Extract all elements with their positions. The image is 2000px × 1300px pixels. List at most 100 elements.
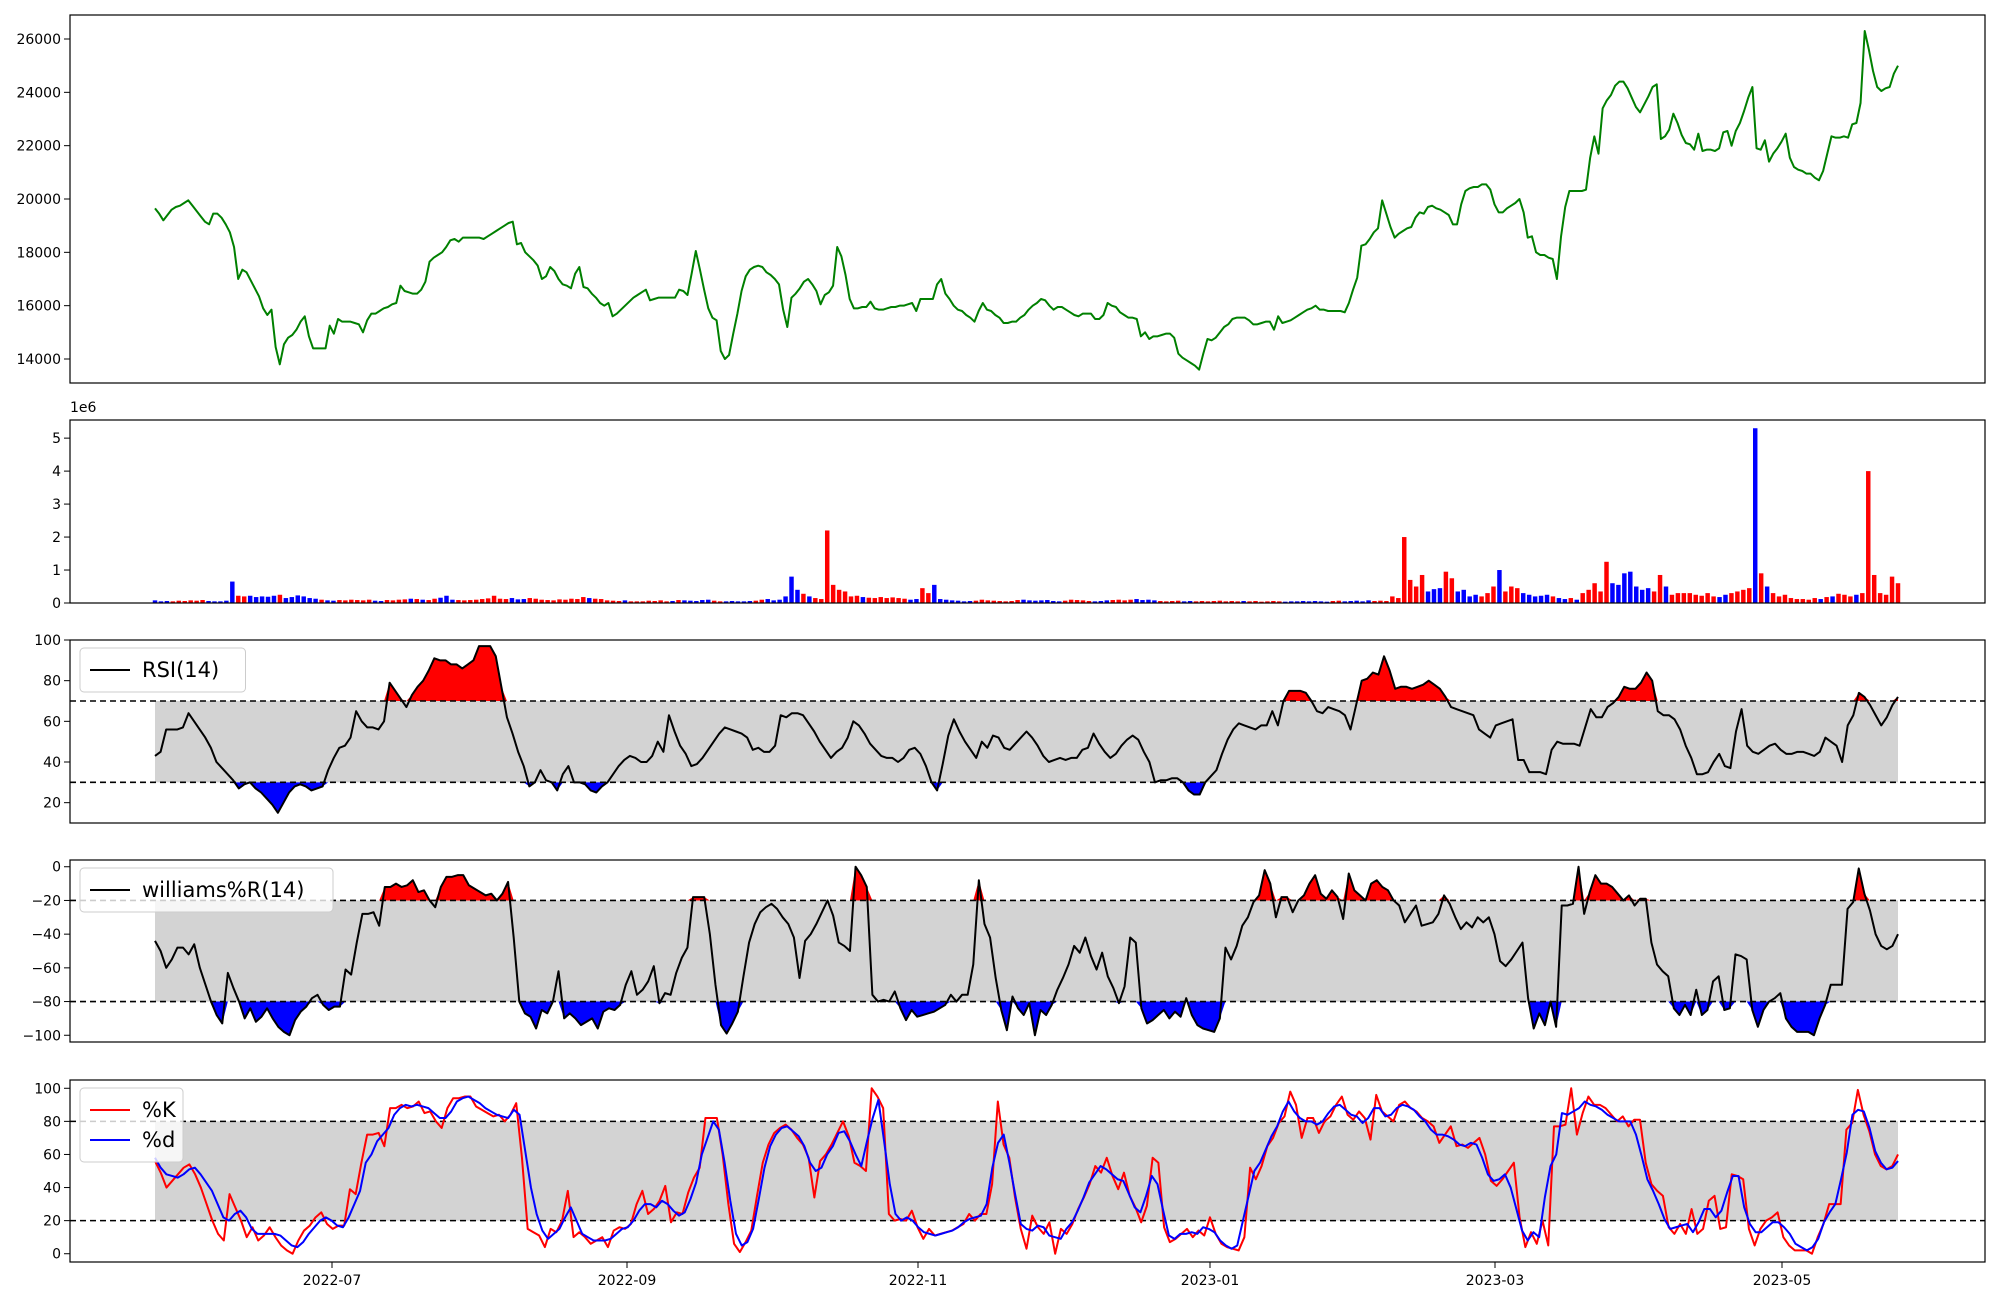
volume-bar: [1217, 600, 1223, 603]
volume-bar: [426, 600, 431, 603]
volume-bar: [1443, 571, 1449, 603]
volume-bar: [1520, 593, 1526, 603]
volume-bar: [598, 599, 604, 603]
volume-bar: [973, 600, 979, 603]
volume-bar: [938, 599, 943, 603]
stochastic-legend-box: [79, 1087, 184, 1163]
volume-bar: [717, 601, 723, 603]
rsi-axes-frame: [69, 639, 1986, 824]
volume-bar: [414, 599, 419, 603]
volume-bar: [1104, 600, 1110, 603]
volume-bar: [1871, 574, 1877, 603]
rsi-legend-label: RSI(14): [142, 658, 219, 682]
volume-bar: [1235, 601, 1240, 603]
volume-bar: [557, 599, 562, 603]
volume-bar: [230, 581, 235, 603]
volume-bar: [1598, 591, 1603, 603]
volume-bar: [676, 600, 681, 603]
volume-bar: [1396, 598, 1401, 603]
volume-bar: [1681, 593, 1687, 603]
volume-bar: [801, 593, 806, 603]
volume-bar: [521, 599, 527, 603]
volume-bar: [860, 597, 866, 603]
volume-bar: [509, 598, 515, 603]
volume-bar: [706, 599, 711, 603]
volume-bar: [807, 596, 812, 603]
volume-bar: [1473, 594, 1478, 603]
volume-bar: [836, 589, 842, 603]
volume-bar: [711, 600, 717, 603]
williams-legend-box: [79, 867, 334, 913]
volume-bar: [616, 601, 622, 603]
volume-bar: [366, 599, 372, 603]
williams-series-line-williamsr14: [154, 865, 1899, 1037]
rsi-ytick-label: 100: [34, 633, 61, 649]
volume-bar: [1407, 579, 1413, 603]
volume-bar: [1158, 601, 1163, 603]
stochastic-axes-frame: [69, 1079, 1986, 1263]
volume-bar: [878, 597, 883, 603]
volume-bar: [170, 601, 176, 603]
stochastic-legend-label: %K: [142, 1098, 177, 1122]
volume-bar: [218, 601, 223, 603]
volume-bar: [628, 601, 634, 603]
williams-ytick-label: −60: [31, 961, 61, 977]
volume-bar: [1402, 537, 1407, 603]
volume-bar: [955, 600, 961, 603]
volume-bar: [1009, 601, 1014, 603]
volume-bar: [646, 600, 651, 603]
volume-bar: [1283, 601, 1288, 603]
volume-bar: [1193, 601, 1199, 603]
volume-bar: [479, 599, 485, 603]
volume-bar: [1717, 597, 1722, 603]
volume-bar: [1354, 600, 1359, 603]
volume-bar: [765, 599, 770, 603]
volume-bar: [1806, 599, 1811, 603]
volume-bar: [884, 598, 889, 603]
volume-bar: [1705, 593, 1710, 603]
volume-bar: [1080, 600, 1086, 603]
volume-bar: [943, 599, 949, 603]
volume-bar: [1497, 570, 1502, 603]
volume-bar: [640, 601, 646, 603]
volume-bar: [1134, 599, 1139, 603]
volume-bar: [1723, 594, 1728, 603]
volume-bar: [694, 601, 699, 603]
volume-bar: [634, 601, 640, 603]
volume-bar: [926, 593, 931, 603]
volume-bar: [164, 601, 170, 603]
volume-bar: [1181, 601, 1187, 603]
volume-bar: [1051, 601, 1056, 603]
volume-bar: [1271, 601, 1276, 603]
volume-bar: [1824, 597, 1829, 603]
volume-bar: [789, 576, 794, 603]
volume-bar: [1021, 599, 1026, 603]
volume-bar: [1610, 583, 1615, 603]
volume-bar: [1378, 600, 1383, 603]
volume-bar: [1580, 593, 1585, 603]
volume-bar: [283, 598, 289, 603]
volume-bar: [212, 601, 217, 603]
volume-bar: [1693, 594, 1698, 603]
volume-bar: [1175, 600, 1181, 603]
volume-bar: [200, 600, 205, 603]
volume-bar: [158, 601, 164, 603]
volume-bar: [206, 601, 211, 603]
volume-bar: [575, 599, 580, 603]
stochastic-neutral-band: [155, 1121, 1898, 1221]
price-ytick-label: 24000: [16, 85, 61, 101]
volume-bar: [1800, 599, 1806, 603]
volume-bar: [1889, 576, 1895, 603]
volume-bar: [1372, 601, 1377, 603]
volume-bar: [1509, 586, 1514, 603]
volume-bar: [1039, 600, 1044, 603]
volume-bar: [967, 601, 973, 603]
volume-bar: [587, 598, 592, 603]
volume-axes-frame: [69, 419, 1986, 604]
volume-bar: [1848, 596, 1853, 603]
volume-bar: [1663, 586, 1669, 603]
volume-bar: [1776, 596, 1782, 603]
volume-bar: [1895, 583, 1901, 603]
volume-bar: [1455, 591, 1461, 603]
volume-bar: [759, 599, 765, 603]
